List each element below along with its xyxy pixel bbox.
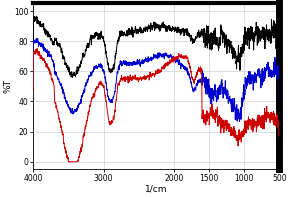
Y-axis label: %T: %T xyxy=(3,79,12,93)
X-axis label: 1/cm: 1/cm xyxy=(145,185,167,193)
